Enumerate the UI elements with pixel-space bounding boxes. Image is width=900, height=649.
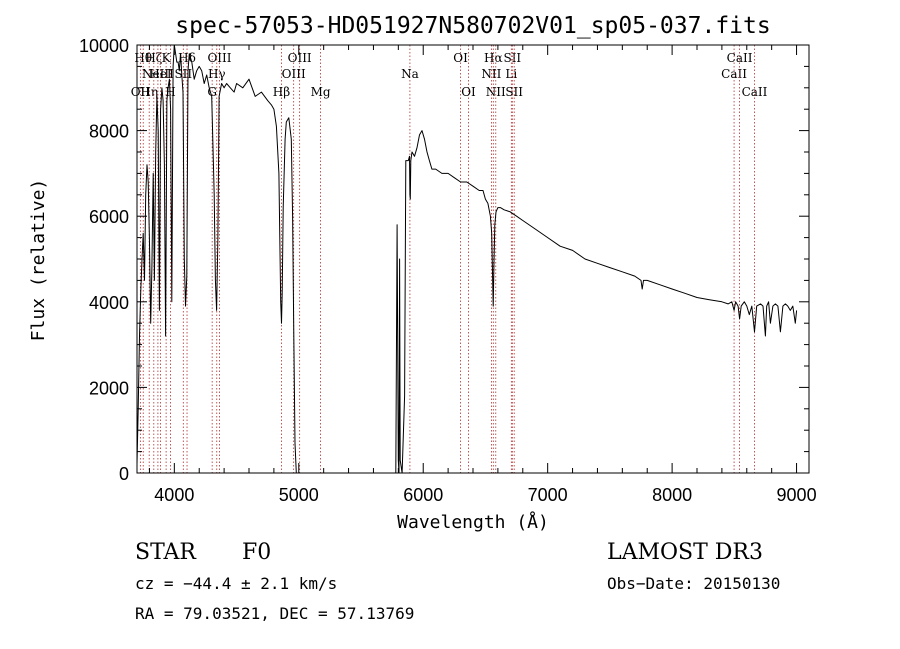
line-label-3: Hζ (145, 51, 162, 65)
line-label-26: CaII (721, 67, 747, 81)
spectrum-line-flux-red (395, 130, 798, 474)
x-tick-label-5000: 5000 (279, 485, 319, 505)
line-label-21: Hα (484, 51, 503, 65)
x-tick-label-4000: 4000 (154, 485, 194, 505)
y-axis-ticks: 0 2000 4000 6000 8000 10000 (79, 36, 809, 484)
line-label-1: Hθ (134, 51, 152, 65)
y-tick-label-8000: 8000 (89, 122, 129, 142)
line-label-23: Li (505, 67, 517, 81)
spectral-line-markers: OIIHθHηHζNeIIIHeIKHSIIHδGHγOIIIHβOIIIOII… (131, 45, 768, 473)
line-label-13: Hβ (273, 85, 290, 99)
line-label-7: H (165, 85, 175, 99)
y-tick-label-10000: 10000 (79, 36, 129, 56)
y-tick-label-6000: 6000 (89, 207, 129, 227)
object-class: STAR (135, 540, 196, 565)
line-label-6: K (162, 51, 172, 65)
survey-name: LAMOST DR3 (607, 540, 763, 565)
x-tick-label-9000: 9000 (777, 485, 817, 505)
line-label-22: NII (486, 85, 506, 99)
x-tick-label-6000: 6000 (403, 485, 443, 505)
chart-title: spec-57053-HD051927N580702V01_sp05-037.f… (175, 13, 770, 39)
coordinates-readout: RA = 79.03521, DEC = 57.13769 (135, 604, 415, 623)
plot-frame (136, 44, 810, 474)
spectrum-series (136, 44, 798, 474)
velocity-readout: cz = −44.4 ± 2.1 km/s (135, 574, 338, 593)
line-label-11: Hγ (208, 67, 226, 81)
spectrum-line-flux (136, 44, 297, 474)
line-label-14: OIII (282, 67, 306, 81)
line-label-20: NII (481, 67, 501, 81)
line-label-27: CaII (727, 51, 753, 65)
line-label-18: OI (453, 51, 468, 65)
line-label-10: G (207, 85, 217, 99)
y-tick-label-0: 0 (119, 464, 129, 484)
y-tick-label-4000: 4000 (89, 293, 129, 313)
spectral-subclass: F0 (242, 540, 272, 565)
observation-date: Obs−Date: 20150130 (607, 574, 781, 593)
y-axis-label: Flux (relative) (28, 179, 49, 342)
line-label-24: SII (503, 51, 521, 65)
y-tick-label-2000: 2000 (89, 378, 129, 398)
x-tick-label-8000: 8000 (652, 485, 692, 505)
line-label-16: Mg (311, 85, 331, 99)
line-label-17: Na (401, 67, 419, 81)
line-label-8: SII (174, 67, 192, 81)
line-label-25: SII (505, 85, 523, 99)
x-axis-label: Wavelength (Å) (397, 511, 549, 533)
line-label-15: OIII (288, 51, 312, 65)
line-label-19: OI (461, 85, 476, 99)
line-label-12: OIII (207, 51, 231, 65)
line-label-2: Hη (140, 85, 158, 99)
x-tick-label-7000: 7000 (528, 485, 568, 505)
x-axis-ticks: 4000 5000 6000 7000 8000 9000 (148, 45, 817, 505)
line-label-28: CaII (742, 85, 768, 99)
line-label-0: OII (131, 85, 151, 99)
line-label-5: HeI (149, 67, 172, 81)
